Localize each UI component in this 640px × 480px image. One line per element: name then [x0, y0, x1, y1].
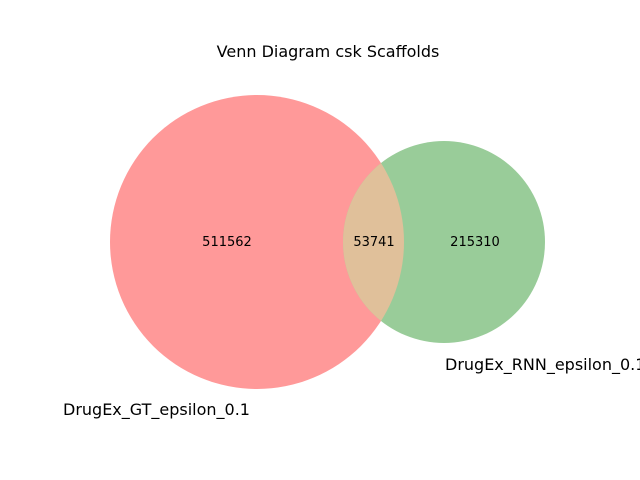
set-b-only-count: 215310 [450, 235, 500, 250]
set-a-only-count: 511562 [202, 235, 252, 250]
set-a-label: DrugEx_GT_epsilon_0.1 [63, 400, 250, 420]
chart-title: Venn Diagram csk Scaffolds [217, 42, 440, 61]
set-a-circle [110, 95, 404, 389]
intersection-count: 53741 [353, 235, 394, 250]
set-b-label: DrugEx_RNN_epsilon_0.1 [445, 355, 640, 375]
